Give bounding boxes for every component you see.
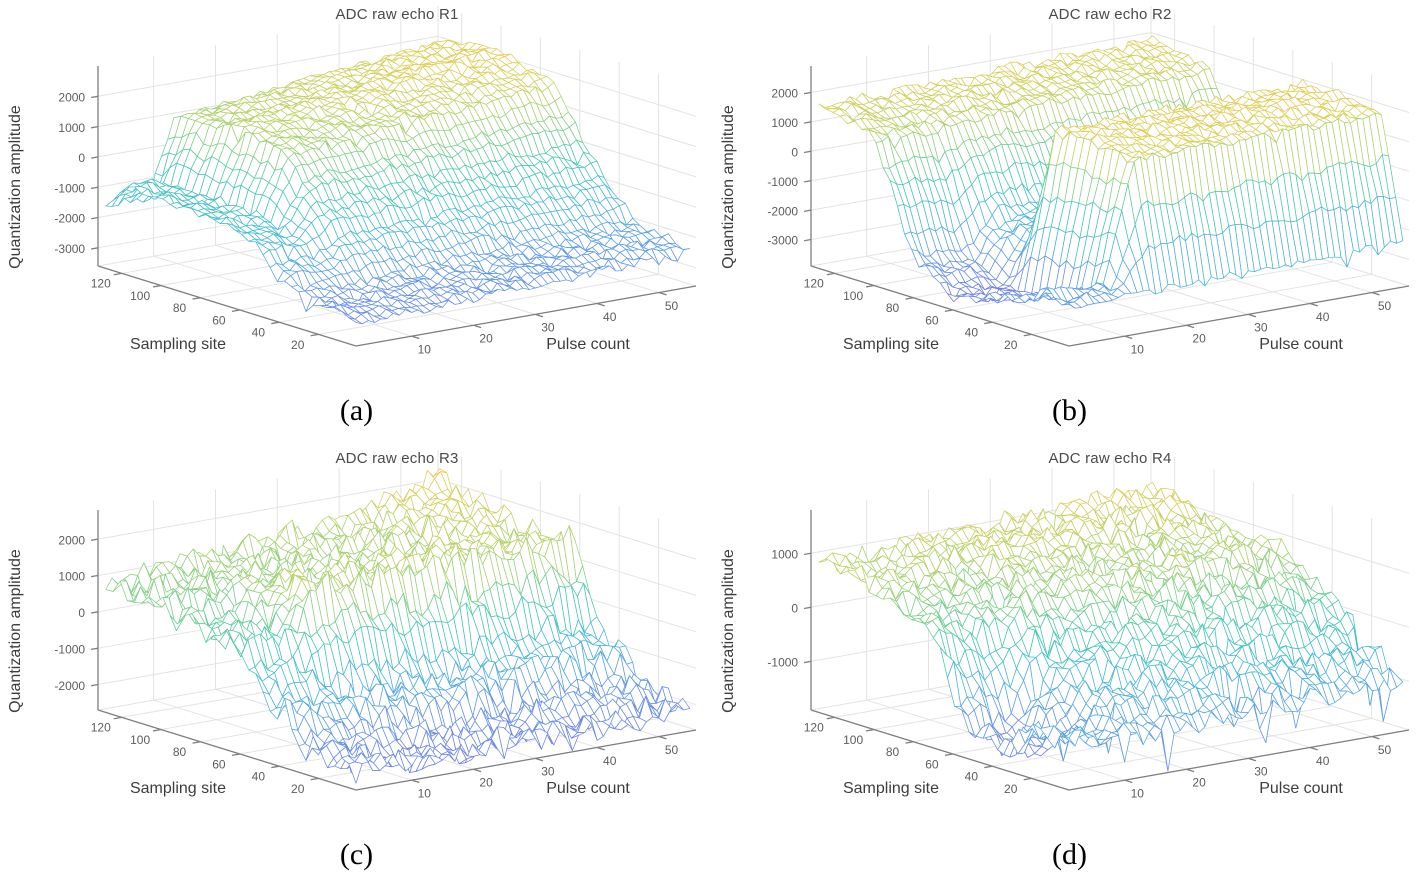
y-axis-label-r3: Sampling site <box>129 780 227 797</box>
plot-title-r2: ADC raw echo R2 <box>1048 6 1172 23</box>
z-axis-label-r2: Quantization amplitude <box>720 105 737 269</box>
x-axis-label-r3: Pulse count <box>546 780 630 797</box>
z-axis-label-r1: Quantization amplitude <box>7 105 24 269</box>
plot-title-r3: ADC raw echo R3 <box>335 450 459 467</box>
y-axis-label-r1: Sampling site <box>129 336 227 353</box>
y-axis-label-r4: Sampling site <box>842 780 940 797</box>
z-axis-label-r3: Quantization amplitude <box>7 549 24 713</box>
caption-a: (a) <box>339 394 374 427</box>
y-axis-label-r2: Sampling site <box>842 336 940 353</box>
x-axis-label-r4: Pulse count <box>1259 780 1343 797</box>
z-axis-label-r4: Quantization amplitude <box>720 549 737 713</box>
plot-title-r1: ADC raw echo R1 <box>335 6 459 23</box>
caption-b: (b) <box>1052 394 1087 427</box>
x-axis-label-r1: Pulse count <box>546 336 630 353</box>
x-axis-label-r2: Pulse count <box>1259 336 1343 353</box>
subplot-a: ADC raw echo R1 Quantization amplitude S… <box>0 0 713 443</box>
subplot-b: ADC raw echo R2 Quantization amplitude S… <box>713 0 1426 443</box>
mesh-plot-r1 <box>0 0 713 398</box>
subplot-c: ADC raw echo R3 Quantization amplitude S… <box>0 444 713 887</box>
plot-title-r4: ADC raw echo R4 <box>1048 450 1172 467</box>
mesh-plot-r3 <box>0 444 713 842</box>
mesh-plot-r4 <box>713 444 1426 842</box>
caption-d: (d) <box>1052 838 1087 871</box>
mesh-plot-r2 <box>713 0 1426 398</box>
subplot-d: ADC raw echo R4 Quantization amplitude S… <box>713 444 1426 887</box>
caption-c: (c) <box>339 838 374 871</box>
